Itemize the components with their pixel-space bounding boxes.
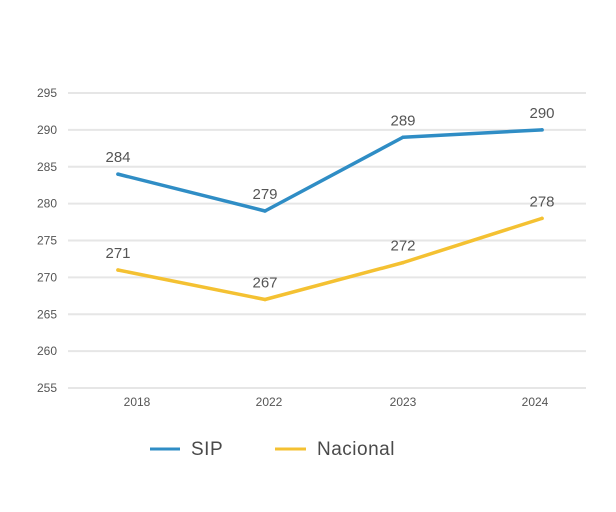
data-label-nacional: 267	[252, 275, 277, 292]
legend-label-nacional: Nacional	[317, 439, 395, 460]
data-label-sip: 290	[529, 105, 554, 122]
y-tick-label: 270	[37, 270, 57, 284]
y-tick-label: 255	[37, 381, 57, 395]
data-label-nacional: 271	[105, 245, 130, 262]
x-tick-label: 2024	[522, 395, 549, 409]
legend-label-sip: SIP	[191, 439, 223, 460]
x-tick-label: 2022	[256, 395, 283, 409]
gridlines	[68, 92, 586, 389]
y-tick-label: 265	[37, 307, 57, 321]
y-tick-label: 295	[37, 86, 57, 100]
data-point-sip	[263, 209, 267, 213]
series-lines	[116, 128, 544, 302]
data-point-nacional	[540, 216, 544, 221]
data-point-nacional	[401, 260, 405, 265]
data-point-sip	[540, 128, 544, 132]
y-tick-label: 285	[37, 160, 57, 174]
y-axis: 255 260 265 270 275 280 285 290 295	[37, 86, 57, 395]
series-line-sip	[116, 128, 544, 213]
data-label-nacional: 278	[529, 193, 554, 210]
y-tick-label: 275	[37, 234, 57, 248]
data-label-nacional: 272	[390, 238, 415, 255]
y-tick-label: 290	[37, 123, 57, 137]
data-point-sip	[401, 135, 405, 140]
legend-item-sip[interactable]: SIP	[150, 439, 223, 460]
y-tick-label: 260	[37, 344, 57, 358]
y-tick-label: 280	[37, 197, 57, 211]
data-point-sip	[116, 172, 120, 176]
data-label-sip: 284	[105, 149, 130, 166]
x-axis: 2018 2022 2023 2024	[124, 395, 549, 409]
x-tick-label: 2018	[124, 395, 151, 409]
series-line-nacional	[116, 216, 544, 302]
data-label-sip: 279	[252, 186, 277, 203]
data-label-sip: 289	[390, 112, 415, 129]
data-point-nacional	[116, 268, 120, 272]
x-tick-label: 2023	[390, 395, 417, 409]
data-point-nacional	[263, 297, 267, 302]
legend: SIP Nacional	[150, 439, 395, 460]
legend-item-nacional[interactable]: Nacional	[275, 439, 395, 460]
data-labels: 284 279 289 290 271 267 272 278	[105, 105, 554, 292]
